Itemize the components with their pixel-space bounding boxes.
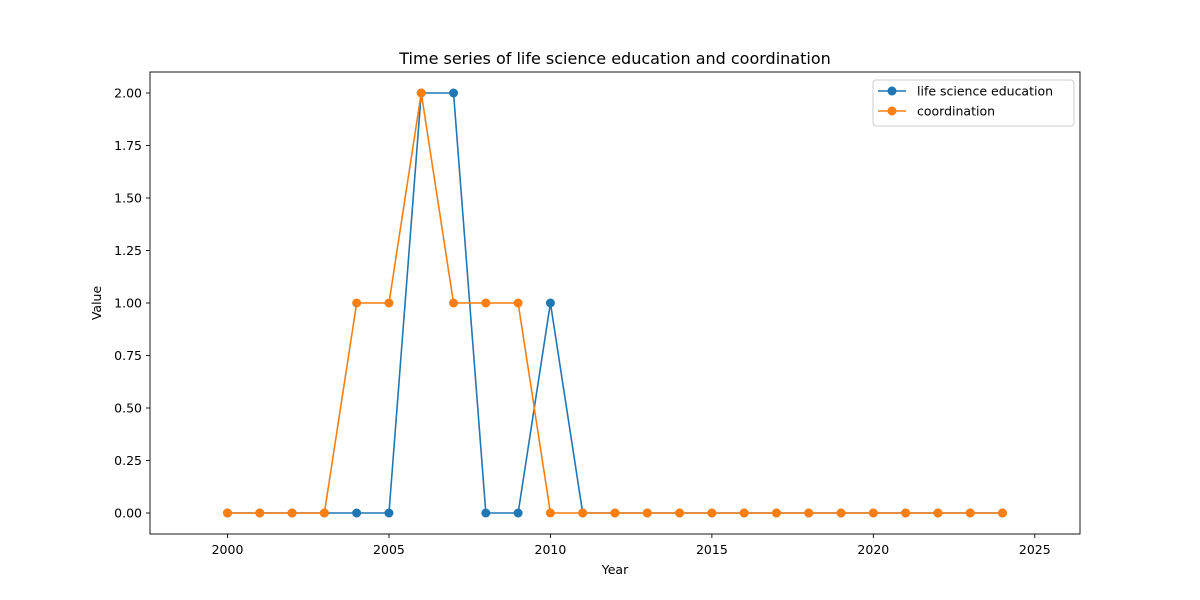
y-tick-label: 1.75 [114,138,142,153]
data-point [223,508,232,518]
x-tick-label: 2015 [696,542,728,557]
data-point [965,508,975,518]
plot-frame [149,71,1081,535]
data-point [545,508,555,518]
y-tick-label: 2.00 [114,86,142,101]
x-tick-label: 2025 [1019,542,1051,557]
y-tick-label: 1.50 [114,191,142,206]
data-point [675,508,685,518]
x-axis-label: Year [601,562,629,577]
x-axis: 2000 2005 2010 2015 2020 2025 [212,534,1051,557]
data-point [804,508,814,518]
series-1 [223,88,1007,518]
x-tick-label: 2005 [373,542,405,557]
data-point [513,508,523,518]
plot-area [149,71,1081,535]
series-line [227,92,1003,514]
data-point [416,88,426,98]
data-point [933,508,943,518]
y-axis: 0.00 0.25 0.50 0.75 1.00 1.25 1.50 1.75 2.00 [114,86,150,521]
data-point [998,508,1007,518]
y-tick-label: 0.50 [114,401,142,416]
data-point [384,298,394,308]
legend-box [872,79,1075,127]
y-tick-label: 0.00 [114,506,142,521]
data-point [578,508,588,518]
x-tick-label: 2010 [535,542,567,557]
data-point [642,508,652,518]
data-point [319,508,329,518]
legend-label: coordination [917,104,995,119]
legend-item: coordination [878,104,995,119]
data-point [481,298,491,308]
data-point [481,508,491,518]
y-tick-label: 1.00 [114,296,142,311]
data-point [610,508,620,518]
data-point [545,298,555,308]
data-point [449,298,459,308]
data-point [287,508,297,518]
legend-item: life science education [878,84,1053,99]
data-point [739,508,749,518]
x-tick-label: 2000 [212,542,244,557]
series-layer [223,88,1007,518]
y-tick-label: 1.25 [114,243,142,258]
legend-label: life science education [917,84,1053,99]
data-point [384,508,394,518]
y-axis-label: Value [89,286,104,321]
legend: life science education coordination [872,79,1075,127]
data-point [707,508,717,518]
series-2 [223,88,1007,518]
y-tick-label: 0.25 [114,453,142,468]
data-point [352,508,362,518]
legend-marker [887,106,897,116]
data-point [771,508,781,518]
data-point [836,508,846,518]
chart-title: Time series of life science education an… [398,49,831,68]
legend-marker [887,86,897,96]
data-point [868,508,878,518]
data-point [255,508,265,518]
data-point [513,298,523,308]
data-point [901,508,911,518]
y-tick-label: 0.75 [114,348,142,363]
series-line [227,92,1003,514]
data-point [449,88,459,98]
x-tick-label: 2020 [857,542,889,557]
data-point [352,298,362,308]
